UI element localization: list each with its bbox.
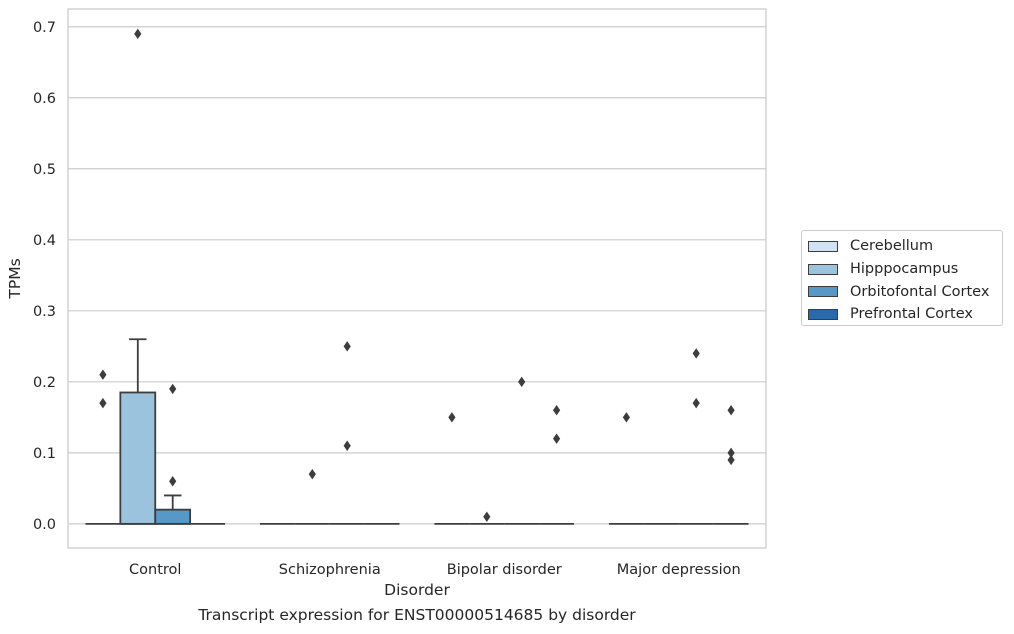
legend-swatch: [808, 240, 838, 252]
legend-label: Prefrontal Cortex: [850, 306, 973, 323]
outlier-point: [727, 454, 735, 466]
outlier-point: [553, 405, 561, 416]
box-0-2: [434, 412, 470, 525]
outlier-point: [448, 412, 456, 423]
box-2-1: [329, 341, 365, 525]
y-tick-label: 0.1: [33, 446, 56, 462]
box-2-2: [504, 376, 540, 525]
box-body: [154, 508, 192, 525]
gridlines: [68, 26, 766, 525]
outlier-point: [343, 440, 351, 451]
legend-item: Prefrontal Cortex: [808, 303, 1002, 326]
outlier-point: [553, 433, 561, 444]
x-tick-labels: Control Schizophrenia Bipolar disorder Majo…: [129, 562, 741, 578]
outlier-point: [343, 341, 351, 352]
y-tick-label: 0.7: [33, 20, 56, 36]
x-tick-label: Major depression: [617, 562, 741, 578]
chart-caption: Transcript expression for ENST0000051468…: [198, 606, 636, 624]
box-body: [119, 391, 157, 525]
legend-swatch: [808, 308, 838, 320]
box-2-3: [678, 348, 714, 525]
x-tick-label: Schizophrenia: [279, 562, 381, 578]
box-1-0: [119, 28, 157, 525]
box-2-0: [154, 383, 192, 525]
outlier-point: [308, 468, 316, 480]
y-tick-labels: 0.0 0.1 0.2 0.3 0.4 0.5 0.6 0.7: [33, 20, 56, 533]
y-tick-label: 0.5: [33, 162, 56, 178]
x-axis-label: Disorder: [384, 581, 450, 599]
legend-swatch: [808, 263, 838, 275]
legend: Cerebellum Hipppocampus Orbitofontal Corte…: [801, 230, 1003, 326]
box-0-3: [608, 412, 644, 525]
outlier-point: [169, 476, 177, 487]
x-tick-label: Control: [129, 562, 181, 578]
outlier-point: [692, 348, 700, 359]
outlier-point: [169, 383, 177, 395]
y-tick-label: 0.0: [33, 517, 56, 533]
outlier-point: [622, 412, 630, 423]
outlier-point: [727, 447, 735, 459]
legend-swatch: [808, 286, 838, 298]
legend-label: Cerebellum: [850, 238, 934, 255]
y-axis-label: TPMs: [6, 258, 24, 299]
box-3-2: [539, 405, 575, 525]
box-3-3: [713, 405, 749, 525]
outlier-point: [134, 28, 142, 40]
y-tick-label: 0.2: [33, 375, 56, 391]
box-1-1: [294, 468, 330, 525]
box-0-0: [85, 369, 121, 525]
plot-area: [85, 28, 749, 525]
legend-label: Hipppocampus: [850, 261, 959, 278]
y-tick-label: 0.3: [33, 304, 56, 320]
outlier-point: [99, 397, 107, 409]
box-1-2: [469, 511, 505, 525]
outlier-point: [483, 511, 491, 522]
legend-item: Orbitofontal Cortex: [808, 280, 1002, 303]
y-tick-label: 0.4: [33, 233, 56, 249]
outlier-point: [692, 397, 700, 409]
legend-label: Orbitofontal Cortex: [850, 283, 990, 300]
legend-item: Cerebellum: [808, 235, 1002, 258]
plot-frame: [67, 8, 767, 549]
y-tick-label: 0.6: [33, 91, 56, 107]
outlier-point: [727, 405, 735, 416]
x-tick-label: Bipolar disorder: [447, 562, 562, 578]
legend-item: Hipppocampus: [808, 258, 1002, 281]
outlier-point: [99, 369, 107, 380]
outlier-point: [518, 376, 526, 388]
